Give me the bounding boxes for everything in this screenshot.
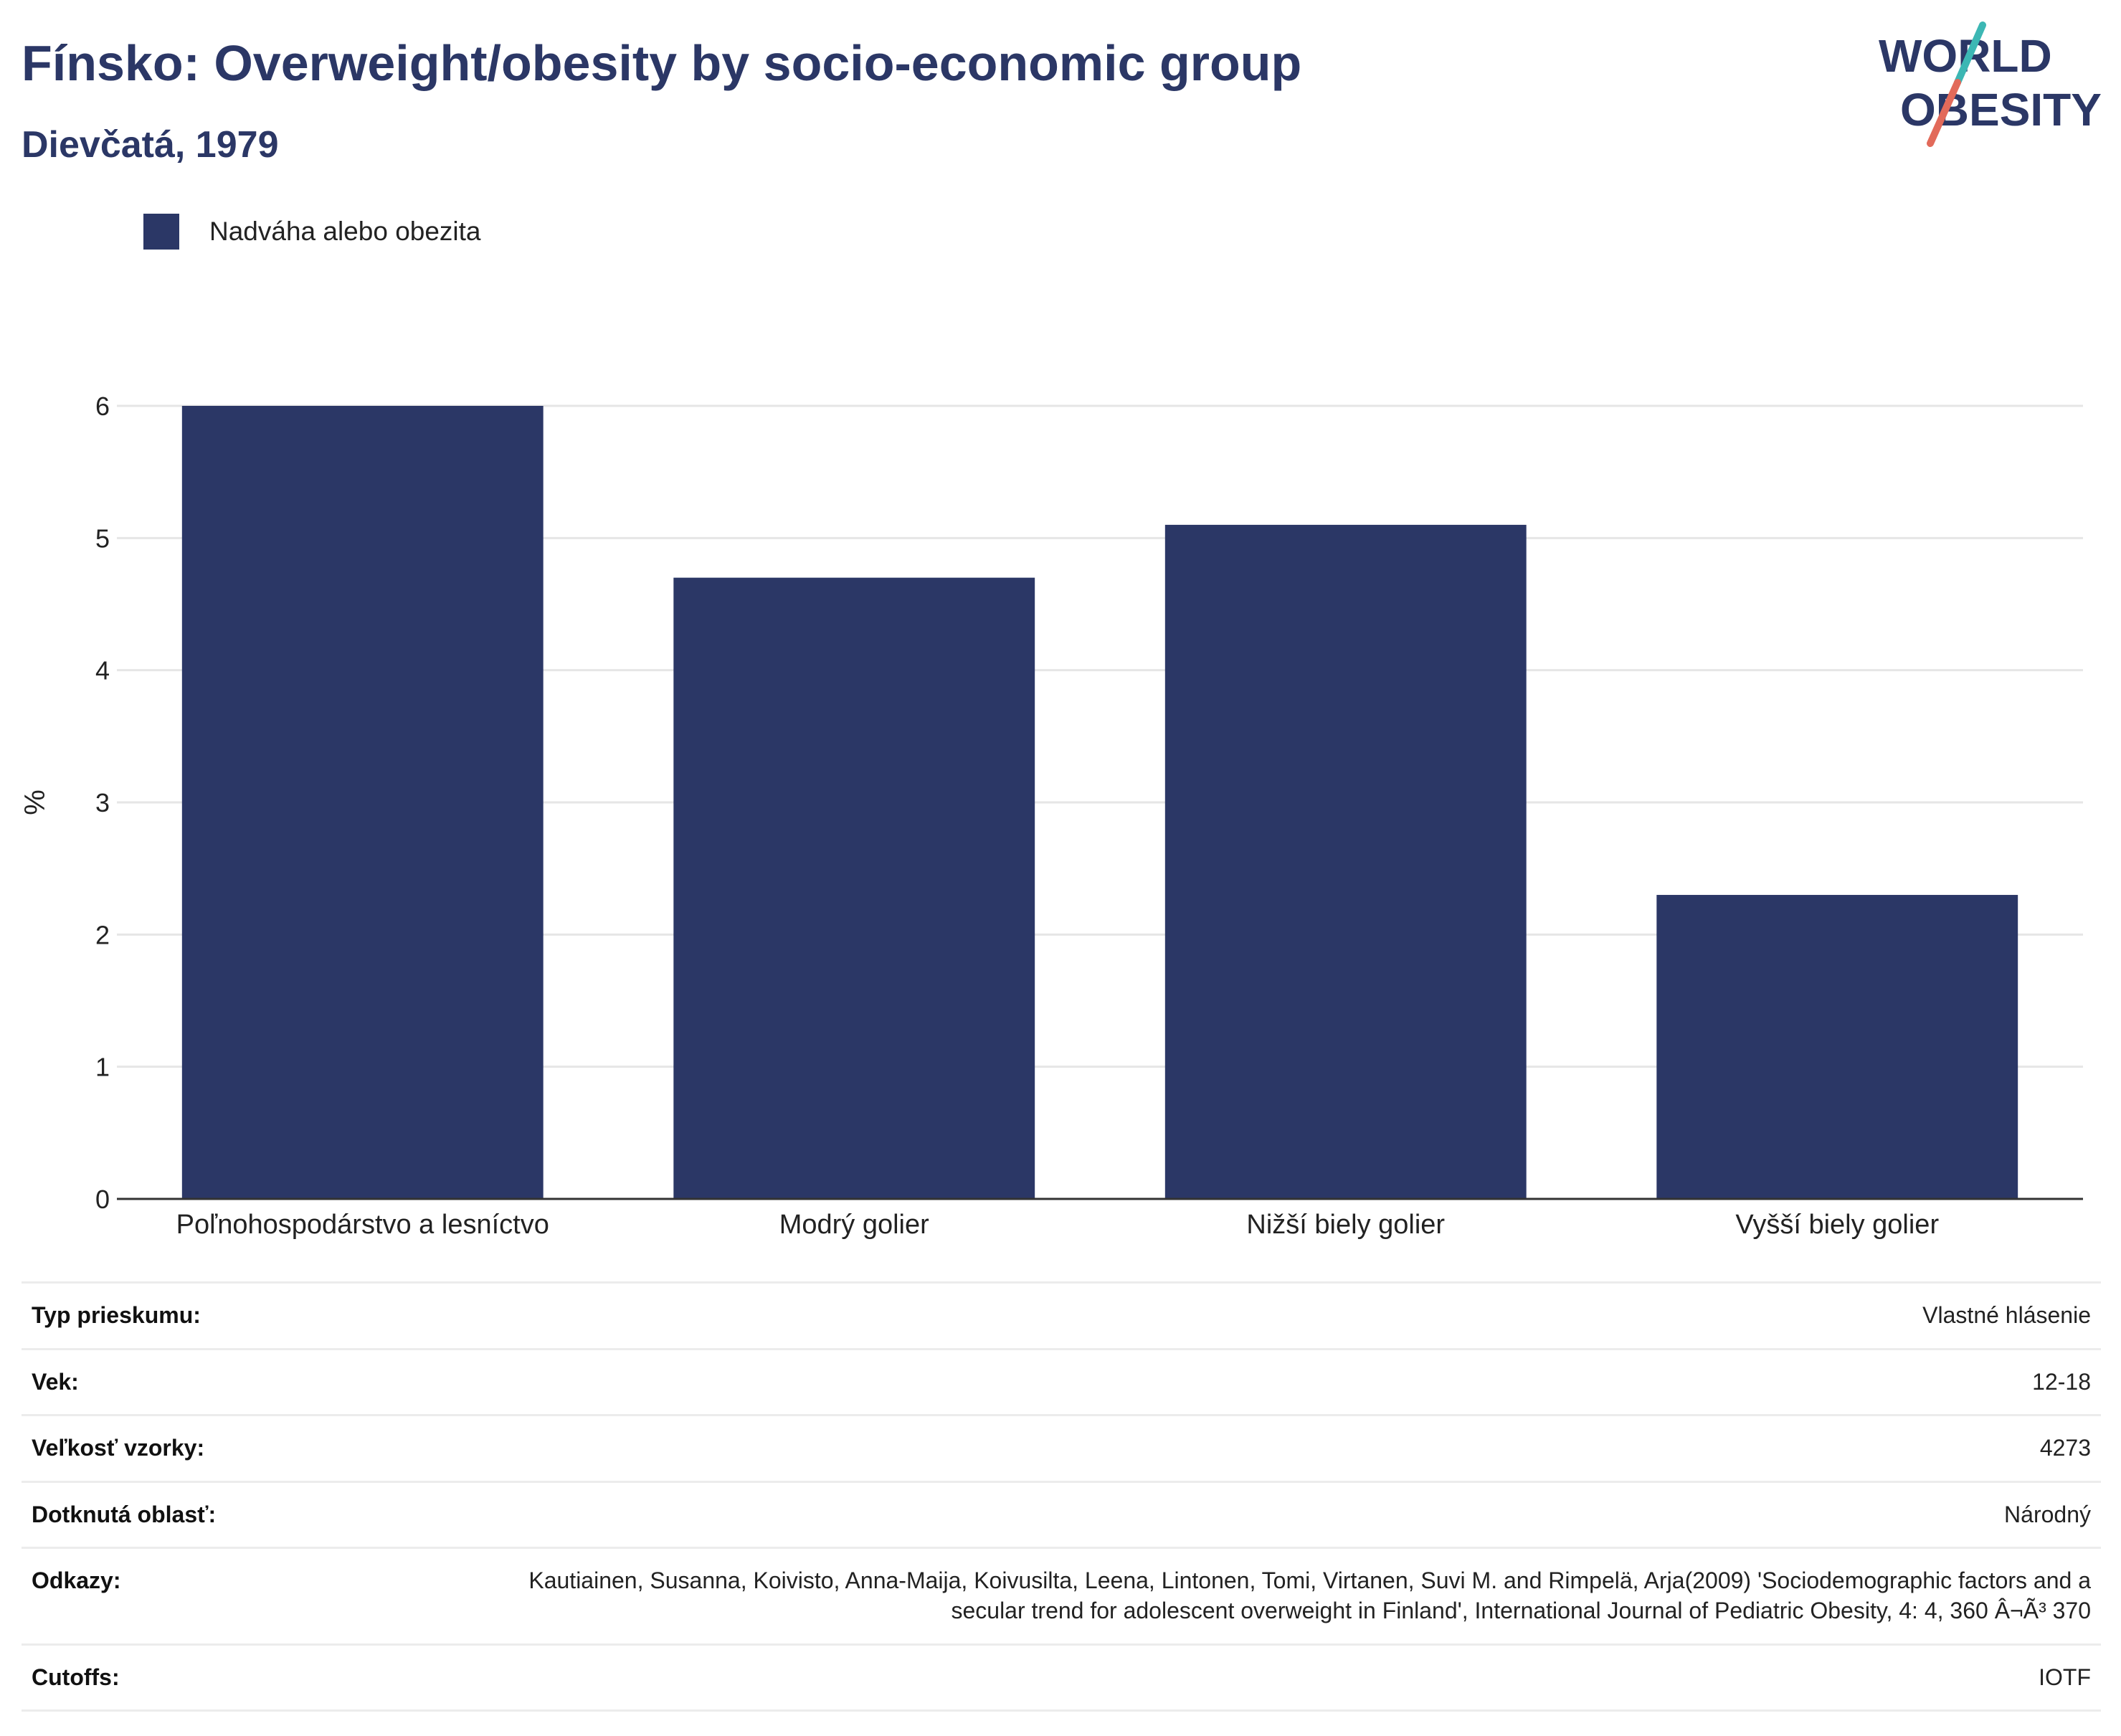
info-key: Cutoffs: xyxy=(22,1643,472,1712)
y-tick-label: 0 xyxy=(95,1185,110,1214)
x-tick-label: Nižší biely golier xyxy=(1246,1210,1445,1240)
x-tick-label: Modrý golier xyxy=(779,1210,929,1240)
info-row: Typ prieskumu: Vlastné hlásenie xyxy=(22,1281,2101,1350)
bar xyxy=(1656,895,2018,1199)
info-row: Cutoffs: IOTF xyxy=(22,1643,2101,1712)
info-key: Veľkosť vzorky: xyxy=(22,1414,472,1482)
y-tick-label: 2 xyxy=(95,920,110,949)
info-key: Vek: xyxy=(22,1347,472,1415)
info-value: 12-18 xyxy=(472,1347,2101,1415)
legend-label: Nadváha alebo obezita xyxy=(209,217,481,246)
chart-title: Fínsko: Overweight/obesity by socio-econ… xyxy=(22,35,1302,91)
y-axis-label: % xyxy=(19,789,51,815)
logo-slash-teal xyxy=(1954,22,1986,86)
logo-slash-coral xyxy=(1927,79,1961,147)
info-row: Vek: 12-18 xyxy=(22,1347,2101,1415)
info-row: Veľkosť vzorky: 4273 xyxy=(22,1414,2101,1482)
bar xyxy=(1164,524,1527,1199)
legend: Nadváha alebo obezita xyxy=(143,214,481,250)
info-key: Dotknutá oblasť: xyxy=(22,1480,472,1548)
x-tick-label: Poľnohospodárstvo a lesníctvo xyxy=(176,1210,549,1240)
y-tick-label: 5 xyxy=(95,523,110,553)
info-key: Odkazy: xyxy=(22,1547,472,1645)
info-value: 4273 xyxy=(472,1414,2101,1482)
info-row: Odkazy: Kautiainen, Susanna, Koivisto, An… xyxy=(22,1547,2101,1645)
bar xyxy=(181,406,544,1199)
y-tick-label: 6 xyxy=(95,392,110,421)
info-row: Dotknutá oblasť: Národný xyxy=(22,1480,2101,1548)
y-tick-label: 4 xyxy=(95,656,110,686)
legend-swatch xyxy=(143,214,179,250)
bar xyxy=(673,577,1035,1199)
y-tick-label: 3 xyxy=(95,788,110,817)
chart-subtitle: Dievčatá, 1979 xyxy=(22,124,279,166)
survey-info-table: Typ prieskumu: Vlastné hlásenie Vek: 12-18 V… xyxy=(22,1281,2101,1712)
info-value: Národný xyxy=(472,1480,2101,1548)
info-value: Kautiainen, Susanna, Koivisto, Anna-Maij… xyxy=(472,1547,2101,1645)
world-obesity-logo: WORLD OBESITY xyxy=(1879,22,2102,147)
bar-chart: 0 1 2 3 4 5 6% Poľnohospodárstvo a lesníctvo Mod… xyxy=(19,392,2083,1240)
x-tick-label: Vyšší biely golier xyxy=(1735,1210,1939,1240)
y-tick-label: 1 xyxy=(95,1053,110,1082)
info-key: Typ prieskumu: xyxy=(22,1281,472,1350)
info-value: Vlastné hlásenie xyxy=(472,1281,2101,1350)
info-value: IOTF xyxy=(472,1643,2101,1712)
